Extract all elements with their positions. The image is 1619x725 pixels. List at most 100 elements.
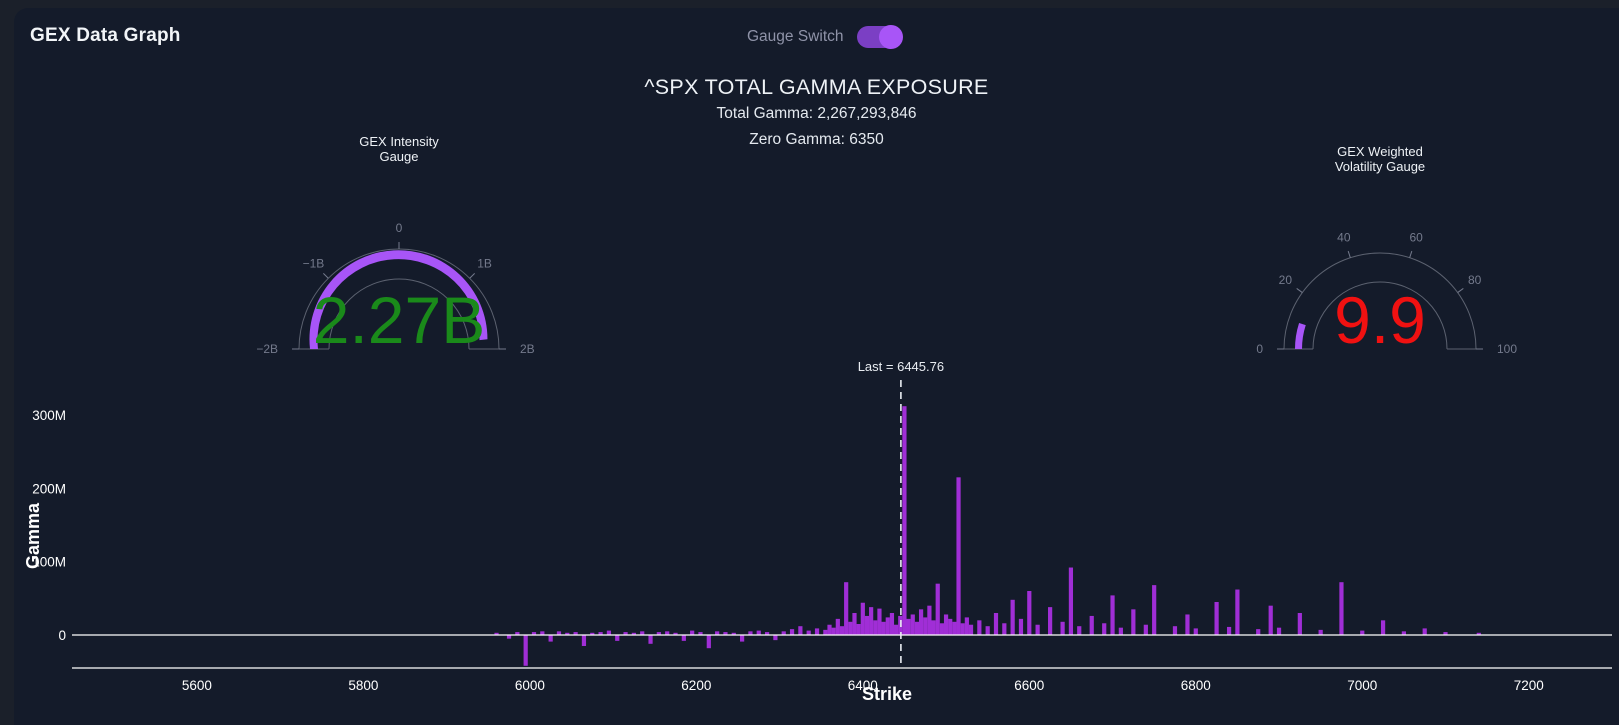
gamma-bar (723, 632, 728, 635)
gex-weighted-volatility-gauge: GEX Weighted Volatility Gauge 0 20 40 60 80 1… (1188, 144, 1572, 369)
gamma-bar (943, 614, 949, 635)
gauge-title-right-line2: Volatility Gauge (1334, 159, 1426, 174)
gamma-bar (1443, 632, 1448, 635)
gamma-bar (540, 631, 545, 635)
gamma-bar (881, 621, 886, 635)
gamma-bar (1143, 624, 1148, 635)
gamma-bar (715, 631, 720, 635)
x-tick-label: 7000 (1347, 678, 1377, 693)
gauge-tick-label: 60 (1409, 231, 1423, 245)
gamma-bar (1152, 585, 1157, 635)
gamma-bar (985, 626, 990, 635)
gamma-bar (656, 632, 661, 635)
gamma-bar (648, 635, 653, 644)
y-axis-title: Gamma (23, 502, 43, 569)
gamma-bar (1256, 629, 1261, 635)
gamma-bar (764, 632, 770, 635)
gauge-tick-label: 20 (1279, 273, 1293, 287)
chart-svg: 0 100M 200M 300M 5600 5800 6000 6200 6400 6600 680… (23, 359, 1612, 704)
gamma-bar (573, 632, 578, 635)
gamma-bar (952, 621, 957, 635)
gamma-bar (698, 632, 703, 635)
gamma-bar (827, 624, 832, 635)
gamma-bar (681, 635, 686, 641)
gamma-bar (1110, 595, 1115, 635)
gamma-bar (556, 631, 562, 635)
gamma-bar (756, 630, 761, 635)
gamma-bar (860, 602, 865, 635)
gamma-bar (1214, 602, 1219, 635)
gamma-bar (590, 632, 595, 635)
gauge-tick-label: 80 (1468, 273, 1482, 287)
gamma-bar (839, 626, 845, 635)
gamma-bar (948, 618, 953, 635)
gamma-bar (877, 608, 882, 635)
gamma-bar (968, 624, 974, 635)
gauge-tick-label: 40 (1337, 231, 1351, 245)
gamma-bar (852, 613, 857, 635)
gauge-switch-toggle[interactable] (856, 25, 903, 49)
gamma-bar (939, 623, 944, 635)
gamma-bar (515, 632, 520, 635)
gauge-left-svg: −2B −1B 0 1B 2B 2.27B (256, 221, 534, 357)
gamma-bar (806, 630, 811, 635)
gamma-bar (835, 618, 840, 635)
gauge-title-right-line1: GEX Weighted (1337, 144, 1423, 159)
gamma-bar (869, 607, 874, 635)
gamma-bar (623, 632, 628, 635)
gamma-bar (1360, 630, 1365, 635)
gamma-bar (1268, 605, 1273, 635)
page-title: GEX Data Graph (30, 25, 181, 46)
gamma-bar (615, 635, 620, 641)
gex-intensity-gauge: GEX Intensity Gauge −2B −1B 0 1B 2B 2.27B (207, 134, 591, 359)
total-gamma-text: Total Gamma: 2,267,293,846 (716, 105, 917, 122)
gamma-bar (798, 626, 803, 635)
gamma-bar (823, 629, 828, 635)
chart-heading: ^SPX TOTAL GAMMA EXPOSURE Total Gamma: 2… (14, 74, 1619, 153)
gamma-bar (935, 583, 940, 635)
y-tick-label: 200M (32, 481, 66, 496)
gauge-title-right: GEX Weighted Volatility Gauge (1188, 144, 1572, 174)
x-tick-label: 6800 (1181, 678, 1211, 693)
x-tick-label: 6400 (848, 678, 878, 693)
gamma-bar (873, 620, 878, 635)
gauge-tick-label: −2B (256, 342, 278, 356)
gamma-bar (1380, 620, 1386, 635)
gamma-bar (964, 617, 969, 635)
gamma-bar (748, 631, 753, 635)
gamma-bar (1318, 629, 1323, 635)
gamma-bar (506, 635, 512, 639)
gamma-bar (581, 635, 587, 646)
gauge-switch-control[interactable]: Gauge Switch (747, 25, 903, 49)
x-axis-title: Strike (862, 684, 912, 704)
gamma-bar (1118, 627, 1123, 635)
gamma-bar (631, 632, 636, 635)
gamma-bar (993, 613, 999, 635)
gamma-bar (1297, 613, 1302, 635)
gamma-bar (906, 618, 911, 635)
gamma-bar (523, 635, 528, 666)
gauge-title-left-line1: GEX Intensity (359, 134, 439, 149)
gamma-bar (1185, 614, 1190, 635)
gamma-bar (889, 613, 895, 635)
gauge-tick-label: −1B (303, 256, 325, 270)
gamma-bar (931, 620, 936, 635)
toggle-knob (878, 25, 903, 49)
x-tick-label: 7200 (1514, 678, 1544, 693)
gamma-bar (844, 582, 849, 635)
main-panel: GEX Data Graph Gauge Switch ^SPX TOTAL G… (14, 8, 1619, 725)
gauge-title-left-line2: Gauge (379, 149, 419, 164)
gamma-bar (1089, 615, 1094, 635)
gamma-bar (1276, 627, 1282, 635)
gamma-bar (1002, 623, 1007, 635)
gamma-bar (494, 632, 499, 635)
gamma-bar (1102, 623, 1107, 635)
gamma-bar (789, 629, 795, 635)
gamma-bar (1172, 626, 1178, 635)
gauge-value: 2.27B (313, 283, 485, 357)
gamma-bar (1339, 582, 1344, 635)
x-tick-label: 6600 (1014, 678, 1044, 693)
gauge-tick-label: 0 (1256, 342, 1263, 356)
gauge-title-left: GEX Intensity Gauge (207, 134, 591, 164)
gamma-bar (1027, 591, 1032, 635)
